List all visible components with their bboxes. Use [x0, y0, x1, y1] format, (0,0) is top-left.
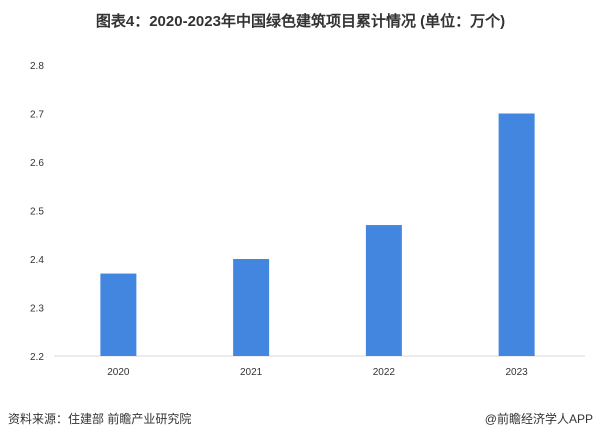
y-tick-label: 2.6: [30, 158, 44, 169]
bar-chart: 2.2 2.3 2.4 2.5 2.6 2.7 2.8 2020 2021 2022 2023: [30, 61, 585, 378]
y-tick-label: 2.5: [30, 207, 44, 218]
y-tick-label: 2.2: [30, 352, 44, 363]
chart-title: 图表4：2020-2023年中国绿色建筑项目累计情况 (单位：万个): [95, 13, 506, 30]
x-tick-label: 2022: [373, 367, 396, 378]
bar-2021: [233, 259, 270, 356]
bar-2022: [365, 225, 402, 356]
source-note: 资料来源：住建部 前瞻产业研究院: [8, 412, 192, 426]
y-tick-label: 2.3: [30, 304, 44, 315]
brand-note: @前瞻经济学人APP: [484, 412, 593, 426]
y-tick-label: 2.8: [30, 61, 44, 72]
x-tick-label: 2021: [240, 367, 263, 378]
y-tick-label: 2.4: [30, 255, 44, 266]
y-tick-label: 2.7: [30, 110, 44, 121]
bar-2023: [498, 113, 535, 356]
x-tick-label: 2023: [506, 367, 529, 378]
x-tick-label: 2020: [107, 367, 130, 378]
bar-2020: [100, 273, 137, 356]
